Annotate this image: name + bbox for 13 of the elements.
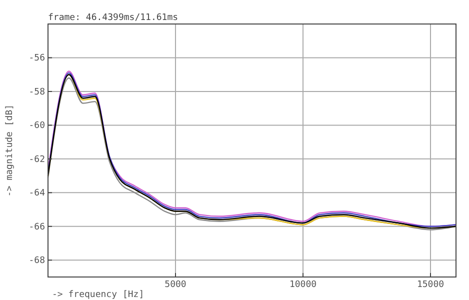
y-tick-label: -66: [28, 222, 45, 232]
x-tick-label: 5000: [164, 280, 186, 290]
y-tick-label: -56: [28, 54, 45, 64]
x-tick-label: 15000: [416, 280, 444, 290]
y-tick-label: -62: [28, 154, 45, 165]
x-tick-label: 10000: [289, 280, 317, 290]
chart-title: frame: 46.4399ms/11.61ms: [48, 13, 178, 23]
y-axis-title: -> magnitude [dB]: [5, 104, 15, 197]
x-axis-title: -> frequency [Hz]: [52, 290, 144, 300]
y-tick-label: -58: [28, 87, 45, 98]
y-tick-label: -60: [28, 121, 45, 132]
y-tick-label: -64: [28, 188, 45, 199]
y-tick-label: -68: [28, 256, 45, 266]
